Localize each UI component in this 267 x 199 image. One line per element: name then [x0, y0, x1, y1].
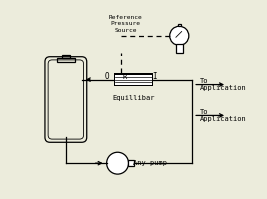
Text: Reference
Pressure
Source: Reference Pressure Source	[109, 15, 142, 33]
Bar	[128, 160, 134, 166]
Text: R: R	[123, 74, 127, 80]
Circle shape	[107, 152, 128, 174]
Text: O: O	[105, 72, 109, 81]
Bar	[62, 55, 70, 58]
Text: To
Application: To Application	[200, 109, 247, 122]
Bar	[176, 44, 183, 53]
Bar	[178, 24, 180, 26]
Circle shape	[170, 26, 189, 45]
Text: Any pump: Any pump	[132, 160, 167, 166]
Bar	[57, 58, 74, 62]
Bar	[115, 74, 152, 85]
Bar	[113, 73, 154, 86]
Text: To
Application: To Application	[200, 78, 247, 91]
Text: I: I	[152, 72, 157, 81]
Text: Equillibar: Equillibar	[112, 95, 155, 100]
